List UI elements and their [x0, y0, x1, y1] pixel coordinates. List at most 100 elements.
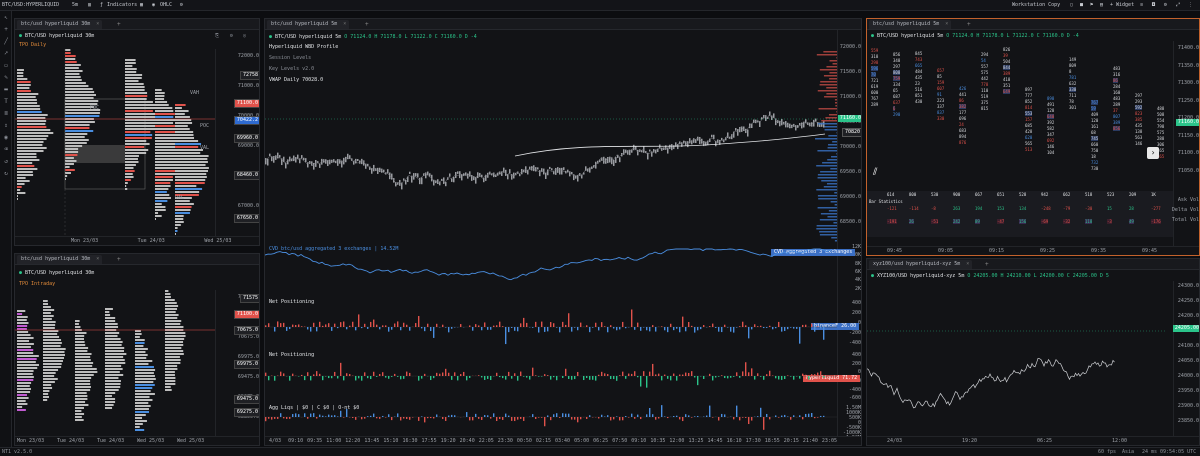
ruler-icon[interactable]: ▬ — [4, 86, 8, 93]
candle — [579, 173, 581, 176]
add-tab-icon[interactable]: + — [365, 21, 369, 28]
stop-icon[interactable]: ■ — [1080, 2, 1084, 8]
tpo-bar — [125, 89, 145, 91]
time-axis[interactable]: 09:45 09:05 09:15 09:25 09:35 09:45 — [867, 246, 1199, 255]
close-icon[interactable]: × — [945, 21, 949, 27]
footprint-area[interactable]: 559 318 298 596 70 721 619 600 767 289 856 348 297 80… — [867, 41, 1173, 189]
time-axis[interactable]: Mon 23/03 Tue 24/03 Tue 24/03 Wed 25/03 Wed … — [15, 436, 259, 445]
tab-chart[interactable]: btc/usd hyperliquid 5m × — [869, 20, 952, 29]
price-axis[interactable]: 71575.071050.070675.069975.069475.069275… — [215, 290, 259, 436]
tab-chart[interactable]: btc/usd hyperliquid 5m × — [267, 20, 350, 29]
list-icon[interactable]: ≡ — [1140, 2, 1144, 8]
tab-chart[interactable]: xyz100/usd hyperliquid-xyz 5m × — [869, 260, 973, 269]
candle — [267, 158, 269, 166]
candle — [425, 172, 427, 179]
grid-icon[interactable]: ▤ — [1100, 2, 1104, 8]
time-axis[interactable]: Mon 23/03 Tue 24/03 Wed 25/03 — [15, 236, 259, 245]
lock-icon[interactable]: ▢ — [1070, 2, 1074, 8]
tab-chart[interactable]: btc/usd hyperliquid 30m × — [17, 20, 103, 29]
menu-icon[interactable]: ⋮ — [1188, 2, 1193, 8]
price-chart[interactable] — [265, 41, 837, 242]
settings-icon[interactable]: ⚙ — [180, 2, 184, 8]
tpo-bar — [165, 302, 177, 304]
link-icon[interactable]: ⎘ — [215, 33, 220, 39]
price-axis[interactable]: 71400.0 71350.0 71300.0 71250.0 71200.0 71150… — [1172, 41, 1199, 246]
net-positioning-chart[interactable] — [265, 297, 837, 349]
close-icon[interactable]: × — [96, 256, 100, 262]
gear-icon[interactable]: ⚙ — [1164, 2, 1168, 8]
region-selector[interactable]: Asia — [1122, 449, 1135, 455]
time-axis[interactable]: 24/03 19:20 06:25 12:00 — [867, 436, 1199, 445]
target-icon[interactable]: ◎ — [243, 33, 247, 39]
candle — [383, 169, 385, 173]
text-icon[interactable]: T — [4, 98, 8, 105]
candle — [519, 173, 521, 177]
add-tab-icon[interactable]: + — [967, 21, 971, 28]
stat-cell: -51 — [931, 219, 939, 224]
ohlc-toggle[interactable]: OHLC — [160, 2, 173, 8]
histogram-bar — [310, 327, 312, 332]
price-axis[interactable]: 72000.0 71500.0 71000.0 70500.0 70000.0 69500… — [837, 30, 861, 445]
indicators-button[interactable]: Indicators — [107, 2, 138, 8]
chart-type-icon[interactable]: ▥ — [88, 2, 92, 8]
add-tab-icon[interactable]: + — [117, 21, 121, 28]
cvd-chart[interactable] — [265, 245, 837, 297]
gear-icon[interactable]: ⚙ — [230, 33, 234, 39]
close-icon[interactable]: × — [343, 21, 347, 27]
histogram-bar — [634, 371, 636, 376]
tpo-bar — [65, 145, 83, 147]
tpo-bar — [17, 328, 27, 330]
price-axis[interactable]: 72000.071000.070000.069000.068000.067000… — [215, 49, 259, 236]
redo-icon[interactable]: ↻ — [4, 170, 8, 177]
footprint-cell: 351 — [1003, 83, 1011, 88]
tpo-bar — [165, 365, 178, 367]
undo-icon[interactable]: ↺ — [4, 158, 8, 165]
tpo-chart-area[interactable] — [15, 290, 215, 436]
histogram-bar — [328, 323, 330, 327]
time-tick: 09:10 — [288, 438, 304, 444]
close-icon[interactable]: × — [96, 21, 100, 27]
histogram-bar — [811, 412, 813, 417]
close-icon[interactable]: × — [966, 261, 970, 267]
candle — [813, 119, 815, 127]
flag-icon[interactable]: ⚑ — [1090, 2, 1094, 8]
histogram-bar — [619, 417, 621, 421]
rect-icon[interactable]: ▭ — [4, 62, 8, 69]
widget-button[interactable]: + Widget — [1110, 2, 1135, 8]
tab-chart[interactable]: btc/usd hyperliquid 30m × — [17, 255, 103, 264]
scroll-right-button[interactable]: › — [1147, 147, 1159, 159]
crosshair-icon[interactable]: + — [4, 26, 8, 33]
tpo-bar — [17, 310, 26, 312]
price-chart[interactable] — [867, 281, 1167, 437]
camera-icon[interactable]: ◘ — [1152, 2, 1156, 8]
brush-icon[interactable]: ✎ — [4, 74, 8, 81]
fullscreen-icon[interactable]: ⤢ — [1176, 2, 1181, 8]
histogram-bar — [589, 415, 591, 417]
workstation-selector[interactable]: Workstation Copy — [1012, 2, 1061, 8]
top-toolbar: BTC/USD:HYPERLIQUID 5m ▥ ƒ Indicators ▦ … — [0, 0, 1200, 11]
tpo-bar — [175, 134, 194, 136]
fib-icon[interactable]: ≣ — [4, 110, 8, 117]
price-axis[interactable]: 24300.024250.024200.024150.024100.024050… — [1172, 281, 1199, 436]
arrow-icon[interactable]: ➚ — [4, 50, 8, 57]
time-axis[interactable]: 4/03 09:10 09:35 11:00 12:20 13:45 15:10 16:30 1… — [265, 436, 861, 445]
order-book-bar — [825, 117, 837, 119]
add-tab-icon[interactable]: + — [117, 256, 121, 263]
histogram-bar — [493, 413, 495, 417]
trash-icon[interactable]: ⌫ — [4, 146, 8, 153]
measure-icon[interactable]: ⇕ — [4, 122, 8, 129]
candle — [761, 117, 763, 120]
layout-icon[interactable]: ▦ — [140, 2, 144, 8]
agg-liqs-chart[interactable] — [265, 403, 837, 437]
symbol-selector[interactable]: BTC/USD:HYPERLIQUID — [2, 2, 60, 8]
histogram-bar — [505, 376, 507, 380]
line-icon[interactable]: ╱ — [4, 38, 8, 45]
tpo-bar — [125, 128, 156, 130]
net-positioning-chart-2[interactable] — [265, 350, 837, 402]
cursor-icon[interactable]: ↖ — [4, 14, 8, 21]
eye-icon[interactable]: ◉ — [4, 134, 8, 141]
tpo-bar — [43, 384, 52, 386]
interval-selector[interactable]: 5m — [72, 2, 79, 8]
add-tab-icon[interactable]: + — [985, 261, 989, 268]
